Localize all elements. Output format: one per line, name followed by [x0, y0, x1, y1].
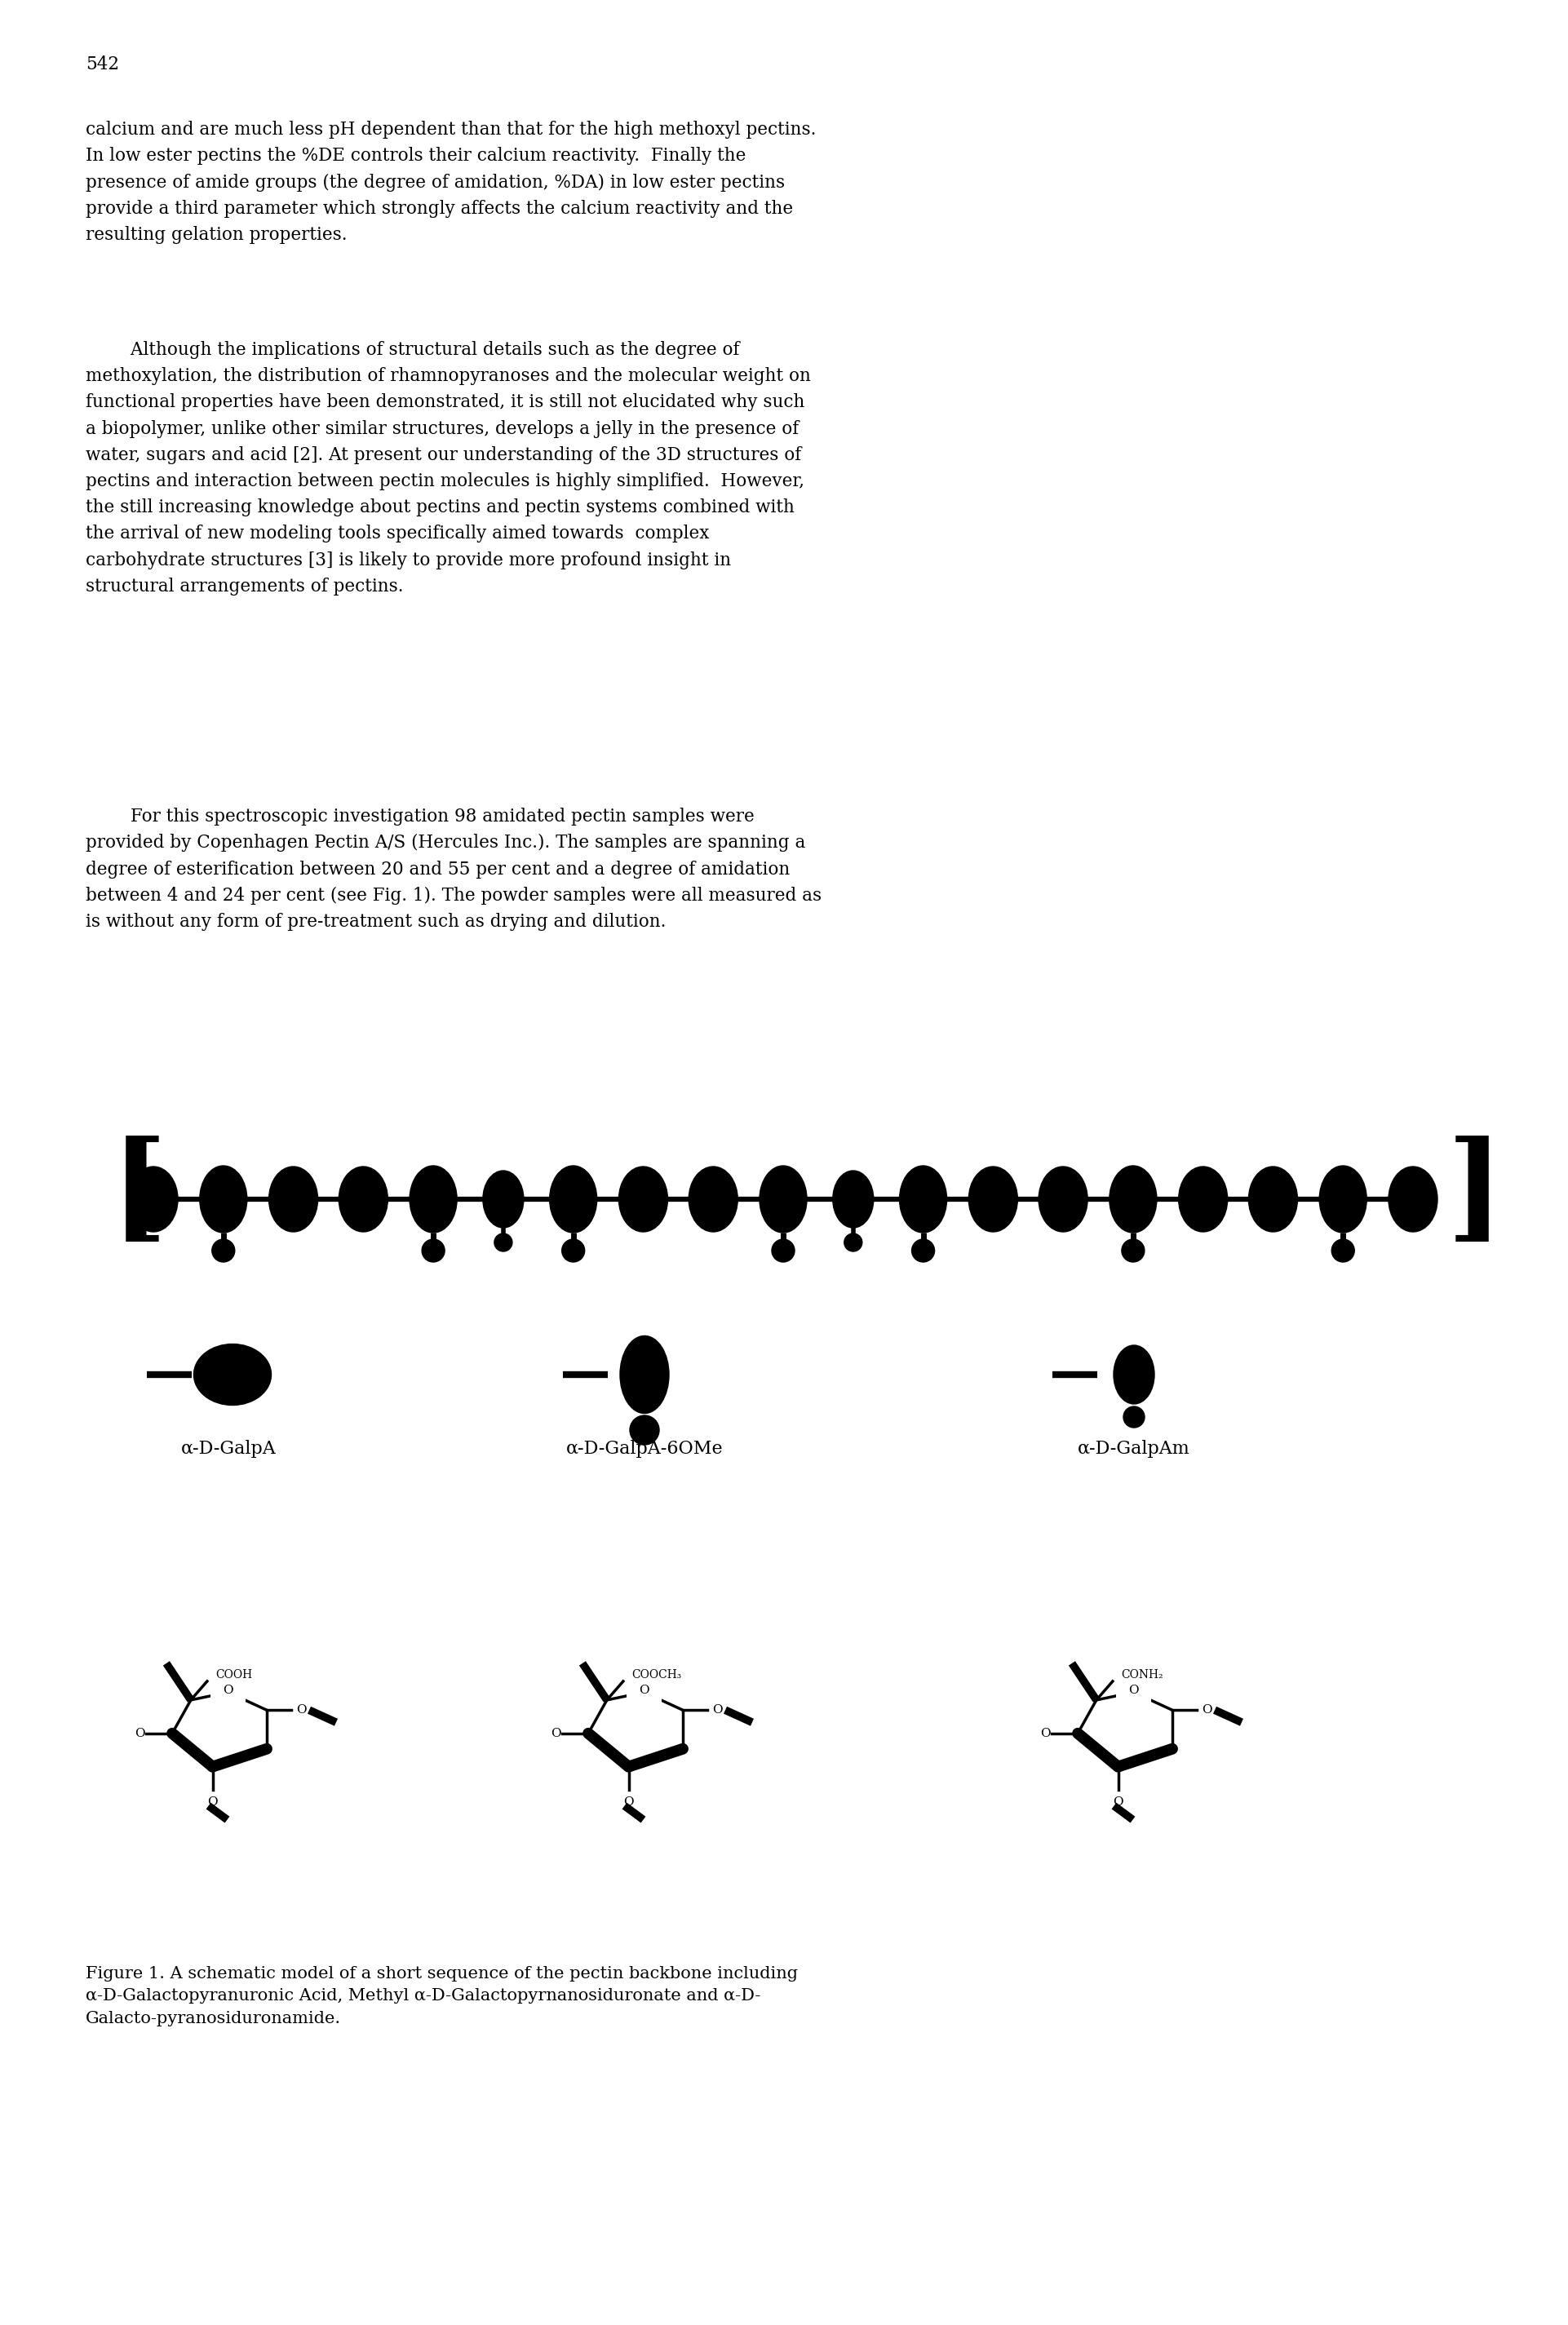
Ellipse shape — [268, 1167, 318, 1232]
Text: COOCH₃: COOCH₃ — [632, 1669, 682, 1681]
Text: 542: 542 — [86, 56, 119, 74]
Circle shape — [157, 1653, 168, 1662]
Ellipse shape — [688, 1167, 737, 1232]
Text: [: [ — [111, 1135, 168, 1251]
Circle shape — [844, 1235, 862, 1251]
Ellipse shape — [129, 1167, 177, 1232]
Circle shape — [494, 1235, 513, 1251]
Text: CONH₂: CONH₂ — [1121, 1669, 1163, 1681]
Circle shape — [561, 1239, 585, 1262]
Text: O: O — [207, 1795, 218, 1807]
Ellipse shape — [409, 1165, 456, 1232]
Text: O: O — [712, 1704, 723, 1716]
Ellipse shape — [199, 1165, 248, 1232]
Text: O: O — [1113, 1795, 1123, 1807]
Ellipse shape — [759, 1165, 808, 1232]
Text: ]: ] — [1447, 1135, 1504, 1251]
Text: α-D-GalpA-6OMe: α-D-GalpA-6OMe — [566, 1439, 723, 1458]
Text: α-D-GalpA: α-D-GalpA — [180, 1439, 276, 1458]
Ellipse shape — [550, 1165, 597, 1232]
Ellipse shape — [1110, 1165, 1157, 1232]
Circle shape — [212, 1239, 235, 1262]
Text: O: O — [550, 1727, 561, 1739]
Circle shape — [422, 1239, 445, 1262]
Ellipse shape — [1389, 1167, 1438, 1232]
Text: O: O — [296, 1704, 306, 1716]
Ellipse shape — [619, 1337, 670, 1414]
Text: For this spectroscopic investigation 98 amidated pectin samples were
provided by: For this spectroscopic investigation 98 … — [86, 807, 822, 930]
Ellipse shape — [483, 1172, 524, 1228]
Ellipse shape — [1038, 1167, 1088, 1232]
Text: O: O — [1201, 1704, 1212, 1716]
Text: O: O — [135, 1727, 144, 1739]
Ellipse shape — [969, 1167, 1018, 1232]
Ellipse shape — [194, 1344, 271, 1404]
Text: O: O — [223, 1686, 234, 1697]
Text: calcium and are much less pH dependent than that for the high methoxyl pectins.
: calcium and are much less pH dependent t… — [86, 121, 815, 244]
Circle shape — [1123, 1407, 1145, 1428]
Circle shape — [630, 1416, 659, 1444]
Ellipse shape — [1179, 1167, 1228, 1232]
Ellipse shape — [1113, 1346, 1154, 1404]
Ellipse shape — [1319, 1165, 1367, 1232]
Ellipse shape — [619, 1167, 668, 1232]
Text: COOH: COOH — [215, 1669, 252, 1681]
Text: O: O — [1040, 1727, 1051, 1739]
Ellipse shape — [900, 1165, 947, 1232]
Text: O: O — [1129, 1686, 1138, 1697]
Text: Although the implications of structural details such as the degree of
methoxylat: Although the implications of structural … — [86, 342, 811, 595]
Ellipse shape — [339, 1167, 387, 1232]
Text: O: O — [638, 1686, 649, 1697]
Circle shape — [1331, 1239, 1355, 1262]
Ellipse shape — [1248, 1167, 1297, 1232]
Text: Figure 1. A schematic model of a short sequence of the pectin backbone including: Figure 1. A schematic model of a short s… — [86, 1967, 798, 2025]
Circle shape — [771, 1239, 795, 1262]
Circle shape — [911, 1239, 935, 1262]
Ellipse shape — [833, 1172, 873, 1228]
Text: O: O — [624, 1795, 633, 1807]
Circle shape — [574, 1653, 583, 1662]
Text: α-D-GalpAm: α-D-GalpAm — [1077, 1439, 1190, 1458]
Circle shape — [1121, 1239, 1145, 1262]
Circle shape — [1063, 1653, 1073, 1662]
